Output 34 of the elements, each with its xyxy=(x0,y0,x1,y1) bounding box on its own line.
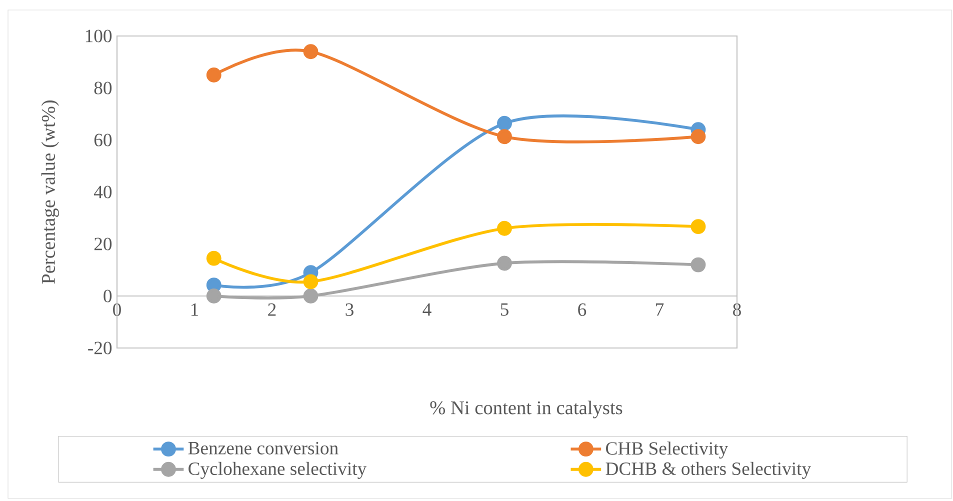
point xyxy=(497,116,512,131)
point xyxy=(690,219,706,234)
y-tick-label: -20 xyxy=(88,342,112,354)
point xyxy=(206,250,222,266)
legend-label: CHB Selectivity xyxy=(606,442,728,459)
y-tick-label: 20 xyxy=(94,238,112,250)
legend-label: Cyclohexane selectivity xyxy=(188,462,367,479)
x-tick-label: 3 xyxy=(346,303,354,316)
x-tick-label: 4 xyxy=(422,303,432,316)
legend-label: Benzene conversion xyxy=(188,442,338,454)
x-tick-label: 1 xyxy=(191,303,198,316)
point xyxy=(303,288,318,304)
point xyxy=(690,257,706,272)
legend-label: DCHB & others Selectivity xyxy=(606,462,812,479)
x-tick-label: 6 xyxy=(578,303,586,316)
y-axis-title: Percentage value (wt%) xyxy=(41,100,59,284)
point xyxy=(497,256,512,271)
y-tick-label: 0 xyxy=(104,290,112,302)
y-tick-label: 60 xyxy=(94,134,112,146)
y-tick-label: 40 xyxy=(94,186,112,198)
x-tick-label: 7 xyxy=(656,303,664,316)
x-tick-label: 5 xyxy=(500,303,508,316)
x-axis-title: % Ni content in catalysts xyxy=(430,400,622,418)
y-tick-label: 80 xyxy=(94,82,112,94)
x-tick-label: 0 xyxy=(113,303,121,316)
point xyxy=(497,129,512,144)
point xyxy=(497,220,512,236)
point xyxy=(206,68,222,82)
point xyxy=(303,44,318,60)
point xyxy=(206,288,222,304)
point xyxy=(690,129,706,144)
y-tick-label: 100 xyxy=(86,30,112,42)
point xyxy=(303,274,318,290)
x-tick-label: 2 xyxy=(268,303,276,316)
